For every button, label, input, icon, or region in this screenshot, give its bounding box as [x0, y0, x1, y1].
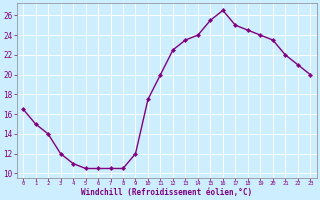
- X-axis label: Windchill (Refroidissement éolien,°C): Windchill (Refroidissement éolien,°C): [81, 188, 252, 197]
